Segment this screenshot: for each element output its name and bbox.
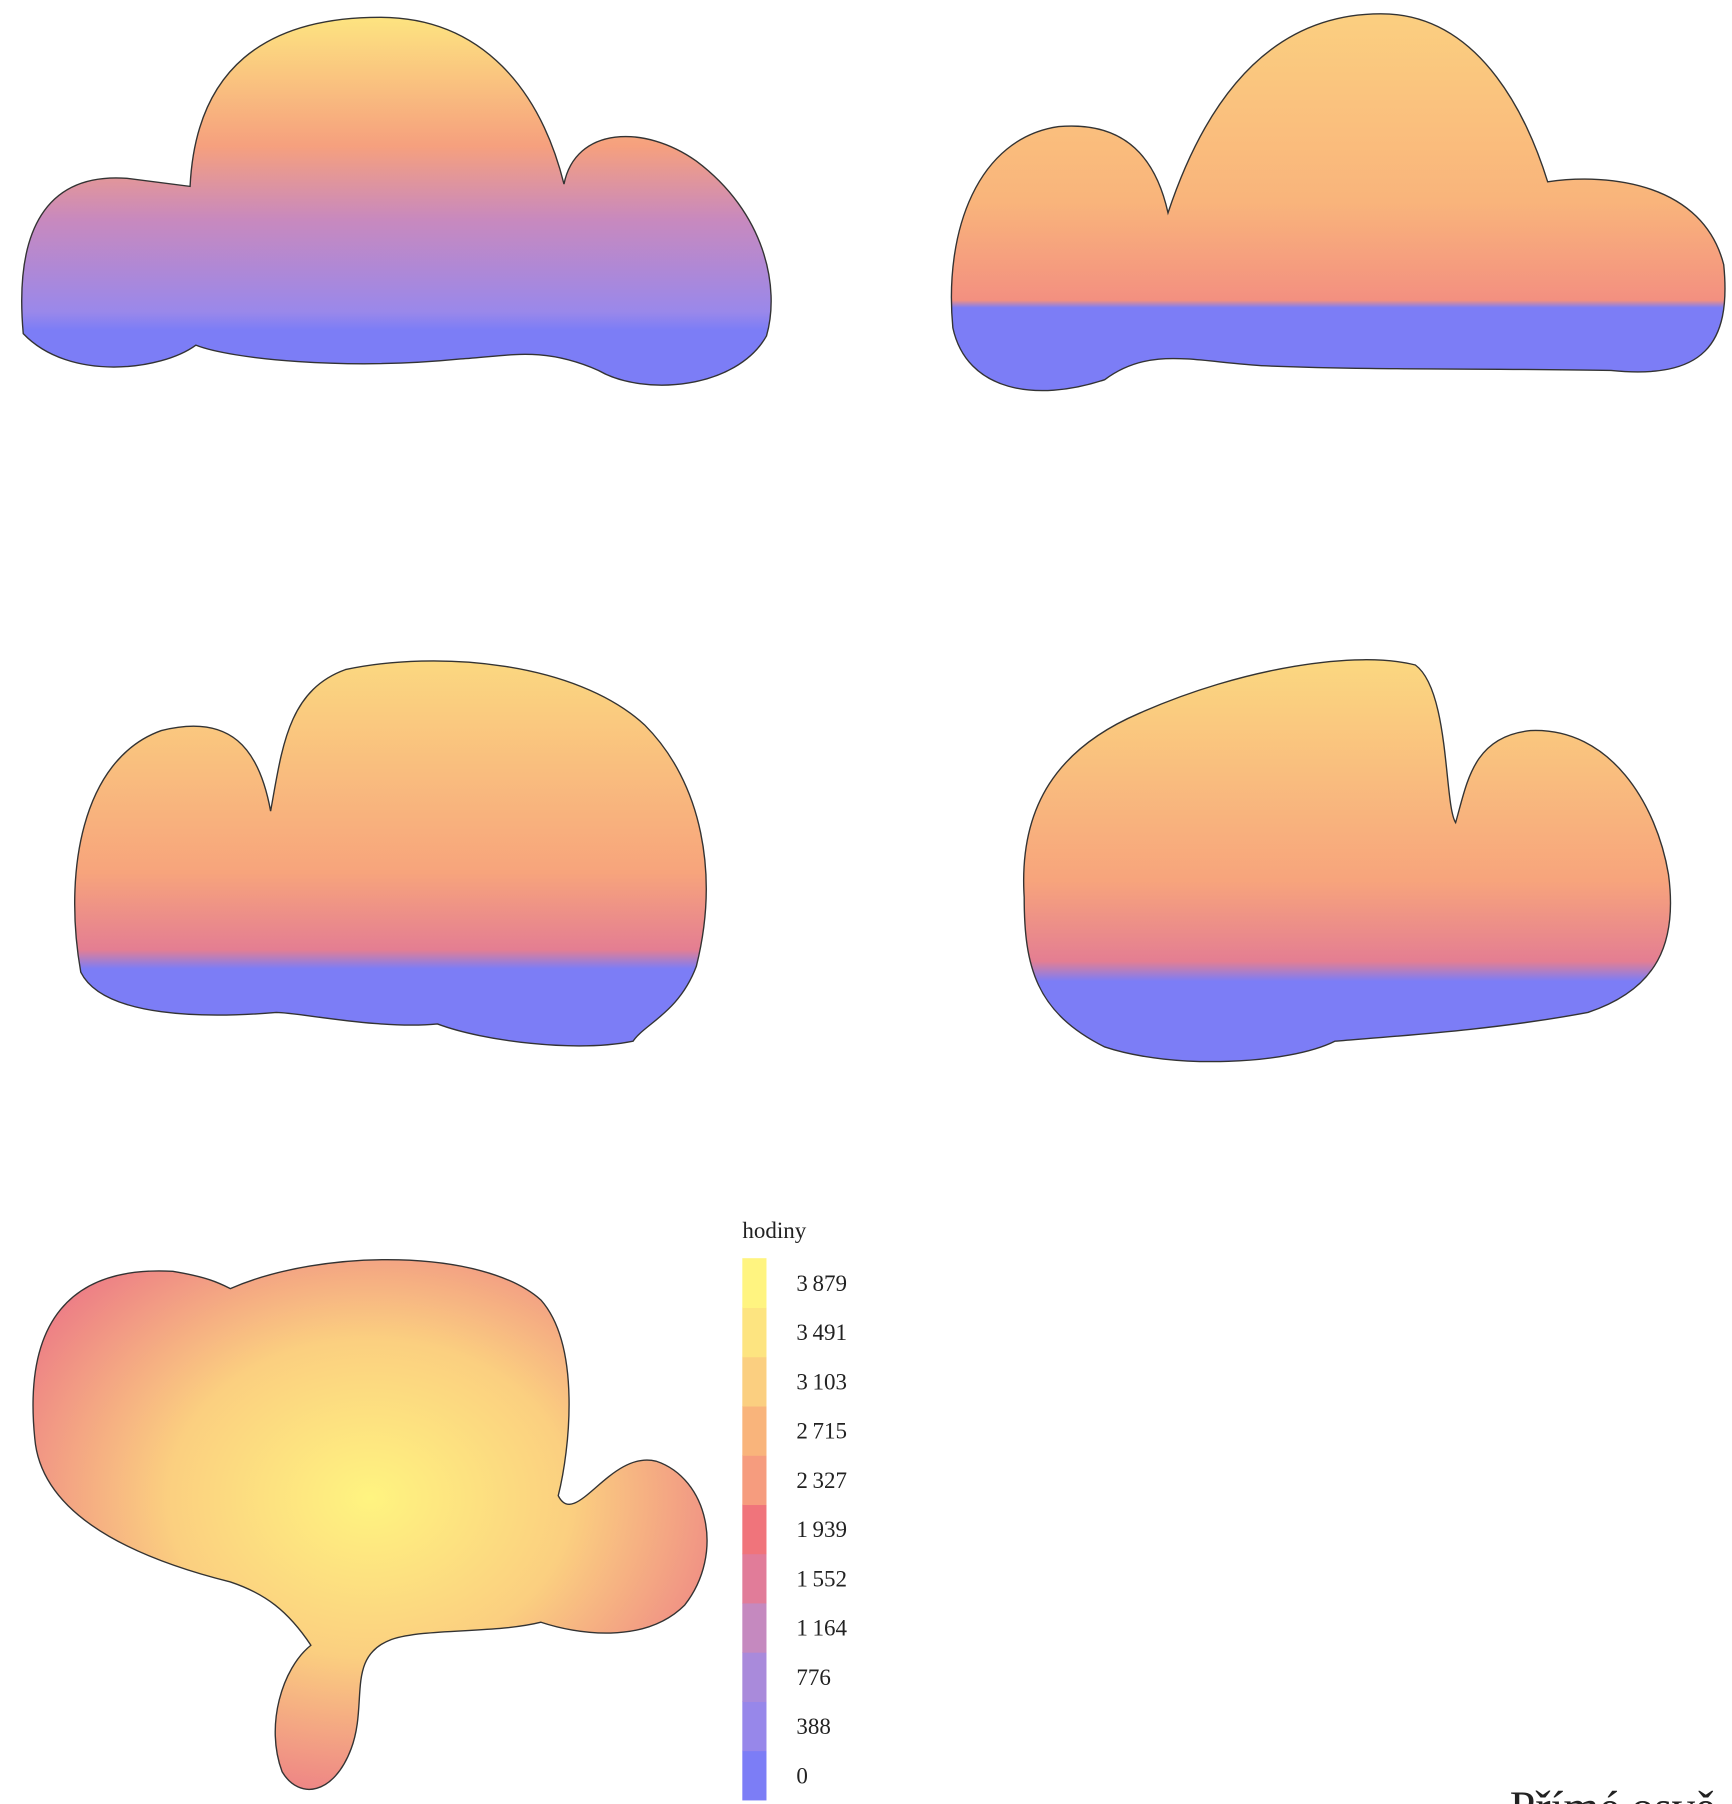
colorbar-band (742, 1554, 766, 1604)
colorbar-band (742, 1603, 766, 1653)
colorbar-tick-label: 3 491 (796, 1319, 847, 1345)
colorbar-band (742, 1751, 766, 1801)
colorbar-band (742, 1652, 766, 1702)
colorbar-band (742, 1504, 766, 1554)
colorbar-tick-label: 388 (796, 1713, 831, 1739)
colorbar-band (742, 1307, 766, 1357)
colorbar-band (742, 1258, 766, 1308)
colorbar-tick-label: 3 103 (796, 1368, 847, 1394)
colorbar-tick-label: 0 (796, 1762, 808, 1788)
colorbar-tick-label: 776 (796, 1664, 831, 1690)
colorbar-tick-label: 3 879 (796, 1270, 847, 1296)
colorbar-tick-label: 1 939 (796, 1516, 847, 1542)
colorbar-tick-label: 1 164 (796, 1615, 847, 1641)
colorbar-band (742, 1701, 766, 1751)
surface-views (22, 14, 1725, 1790)
colorbar-band (742, 1357, 766, 1407)
colorbar-tick-label: 1 552 (796, 1565, 847, 1591)
colorbar-band (742, 1455, 766, 1505)
colorbar-tick-label: 2 327 (796, 1467, 847, 1493)
colorbar-title: hodiny (742, 1217, 806, 1243)
colorbar-band (742, 1406, 766, 1456)
caption: Přímé osvě (1510, 1781, 1716, 1804)
figure: hodiny Přímé osvě 0 388 776 1 164 1 552 1 939… (0, 0, 1732, 1804)
colorbar-tick-label: 2 715 (796, 1418, 847, 1444)
